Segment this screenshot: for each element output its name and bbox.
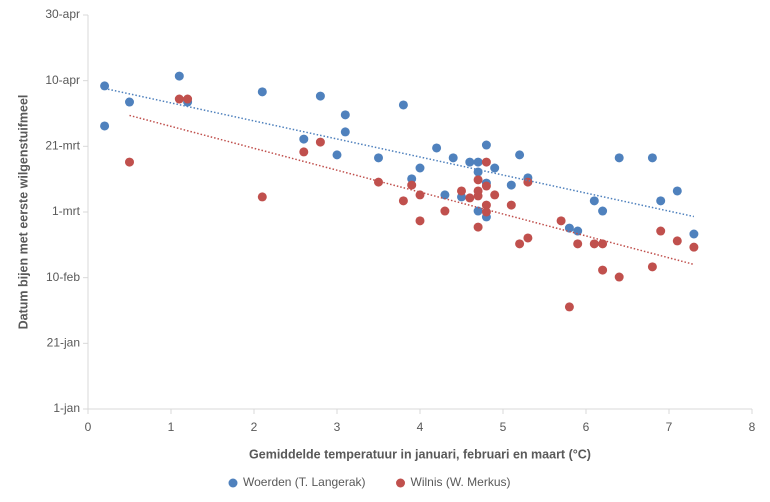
y-tick-label: 10-apr: [45, 73, 80, 87]
trend-line: [104, 87, 695, 218]
point: [448, 153, 458, 163]
point: [515, 239, 525, 249]
point: [473, 206, 483, 216]
point: [257, 87, 267, 97]
point: [598, 265, 608, 275]
point: [656, 226, 666, 236]
point: [473, 191, 483, 201]
point: [481, 157, 491, 167]
y-tick-label: 30-apr: [45, 7, 80, 21]
x-tick-label: 0: [85, 420, 92, 434]
legend-marker: [396, 478, 406, 488]
point: [374, 177, 383, 187]
point: [473, 167, 483, 177]
point: [415, 190, 425, 200]
point: [407, 174, 417, 184]
x-tick-label: 4: [417, 420, 424, 434]
x-tick-label: 8: [749, 420, 756, 434]
point: [398, 100, 408, 110]
y-tick-label: 10-feb: [46, 270, 80, 284]
point: [515, 150, 525, 160]
point: [523, 177, 533, 187]
x-axis-label: Gemiddelde temperatuur in januari, febru…: [249, 447, 591, 461]
point: [100, 81, 110, 91]
trend-line: [129, 114, 695, 266]
point: [299, 134, 309, 144]
point: [415, 216, 425, 226]
point: [174, 71, 184, 81]
point: [689, 229, 699, 239]
point: [340, 110, 350, 120]
point: [473, 175, 483, 185]
point: [506, 200, 516, 210]
point: [598, 206, 608, 216]
point: [647, 262, 657, 272]
point: [598, 239, 608, 249]
point: [473, 222, 483, 232]
point: [174, 94, 184, 104]
point: [564, 302, 574, 312]
point: [481, 140, 491, 150]
point: [589, 196, 599, 206]
point: [183, 94, 193, 104]
legend-marker: [228, 478, 238, 488]
x-tick-label: 3: [334, 420, 341, 434]
point: [656, 196, 666, 206]
point: [473, 157, 483, 167]
point: [672, 236, 682, 246]
legend-label: Woerden (T. Langerak): [243, 475, 366, 489]
point: [614, 272, 624, 282]
y-tick-label: 21-mrt: [45, 139, 80, 153]
point: [689, 242, 699, 252]
point: [125, 97, 134, 107]
point: [506, 180, 516, 190]
point: [647, 153, 657, 163]
point: [481, 181, 491, 191]
point: [573, 239, 583, 249]
point: [465, 193, 475, 203]
point: [573, 226, 583, 236]
point: [407, 180, 417, 190]
point: [589, 239, 599, 249]
y-tick-label: 1-mrt: [52, 204, 81, 218]
point: [457, 186, 466, 196]
x-tick-label: 5: [500, 420, 507, 434]
point: [257, 192, 267, 202]
point: [100, 121, 110, 131]
point: [374, 153, 383, 163]
point: [299, 147, 309, 157]
point: [481, 200, 491, 210]
point: [440, 206, 450, 216]
x-tick-label: 1: [168, 420, 175, 434]
point: [556, 216, 566, 226]
point: [125, 157, 134, 167]
x-tick-label: 6: [583, 420, 590, 434]
point: [315, 91, 325, 101]
point: [490, 190, 500, 200]
y-tick-label: 1-jan: [53, 401, 80, 415]
point: [315, 137, 325, 147]
point: [614, 153, 624, 163]
point: [523, 233, 533, 243]
x-tick-label: 7: [666, 420, 673, 434]
point: [481, 207, 491, 217]
point: [415, 163, 425, 173]
y-axis-label: Datum bijen met eerste wilgenstuifmeel: [16, 95, 30, 330]
point: [465, 157, 475, 167]
point: [398, 196, 408, 206]
point: [332, 150, 342, 160]
y-tick-label: 21-jan: [47, 336, 80, 350]
point: [440, 190, 450, 200]
point: [672, 186, 682, 196]
point: [432, 143, 442, 153]
point: [340, 127, 350, 137]
point: [490, 163, 500, 173]
legend-label: Wilnis (W. Merkus): [411, 475, 511, 489]
x-tick-label: 2: [251, 420, 258, 434]
